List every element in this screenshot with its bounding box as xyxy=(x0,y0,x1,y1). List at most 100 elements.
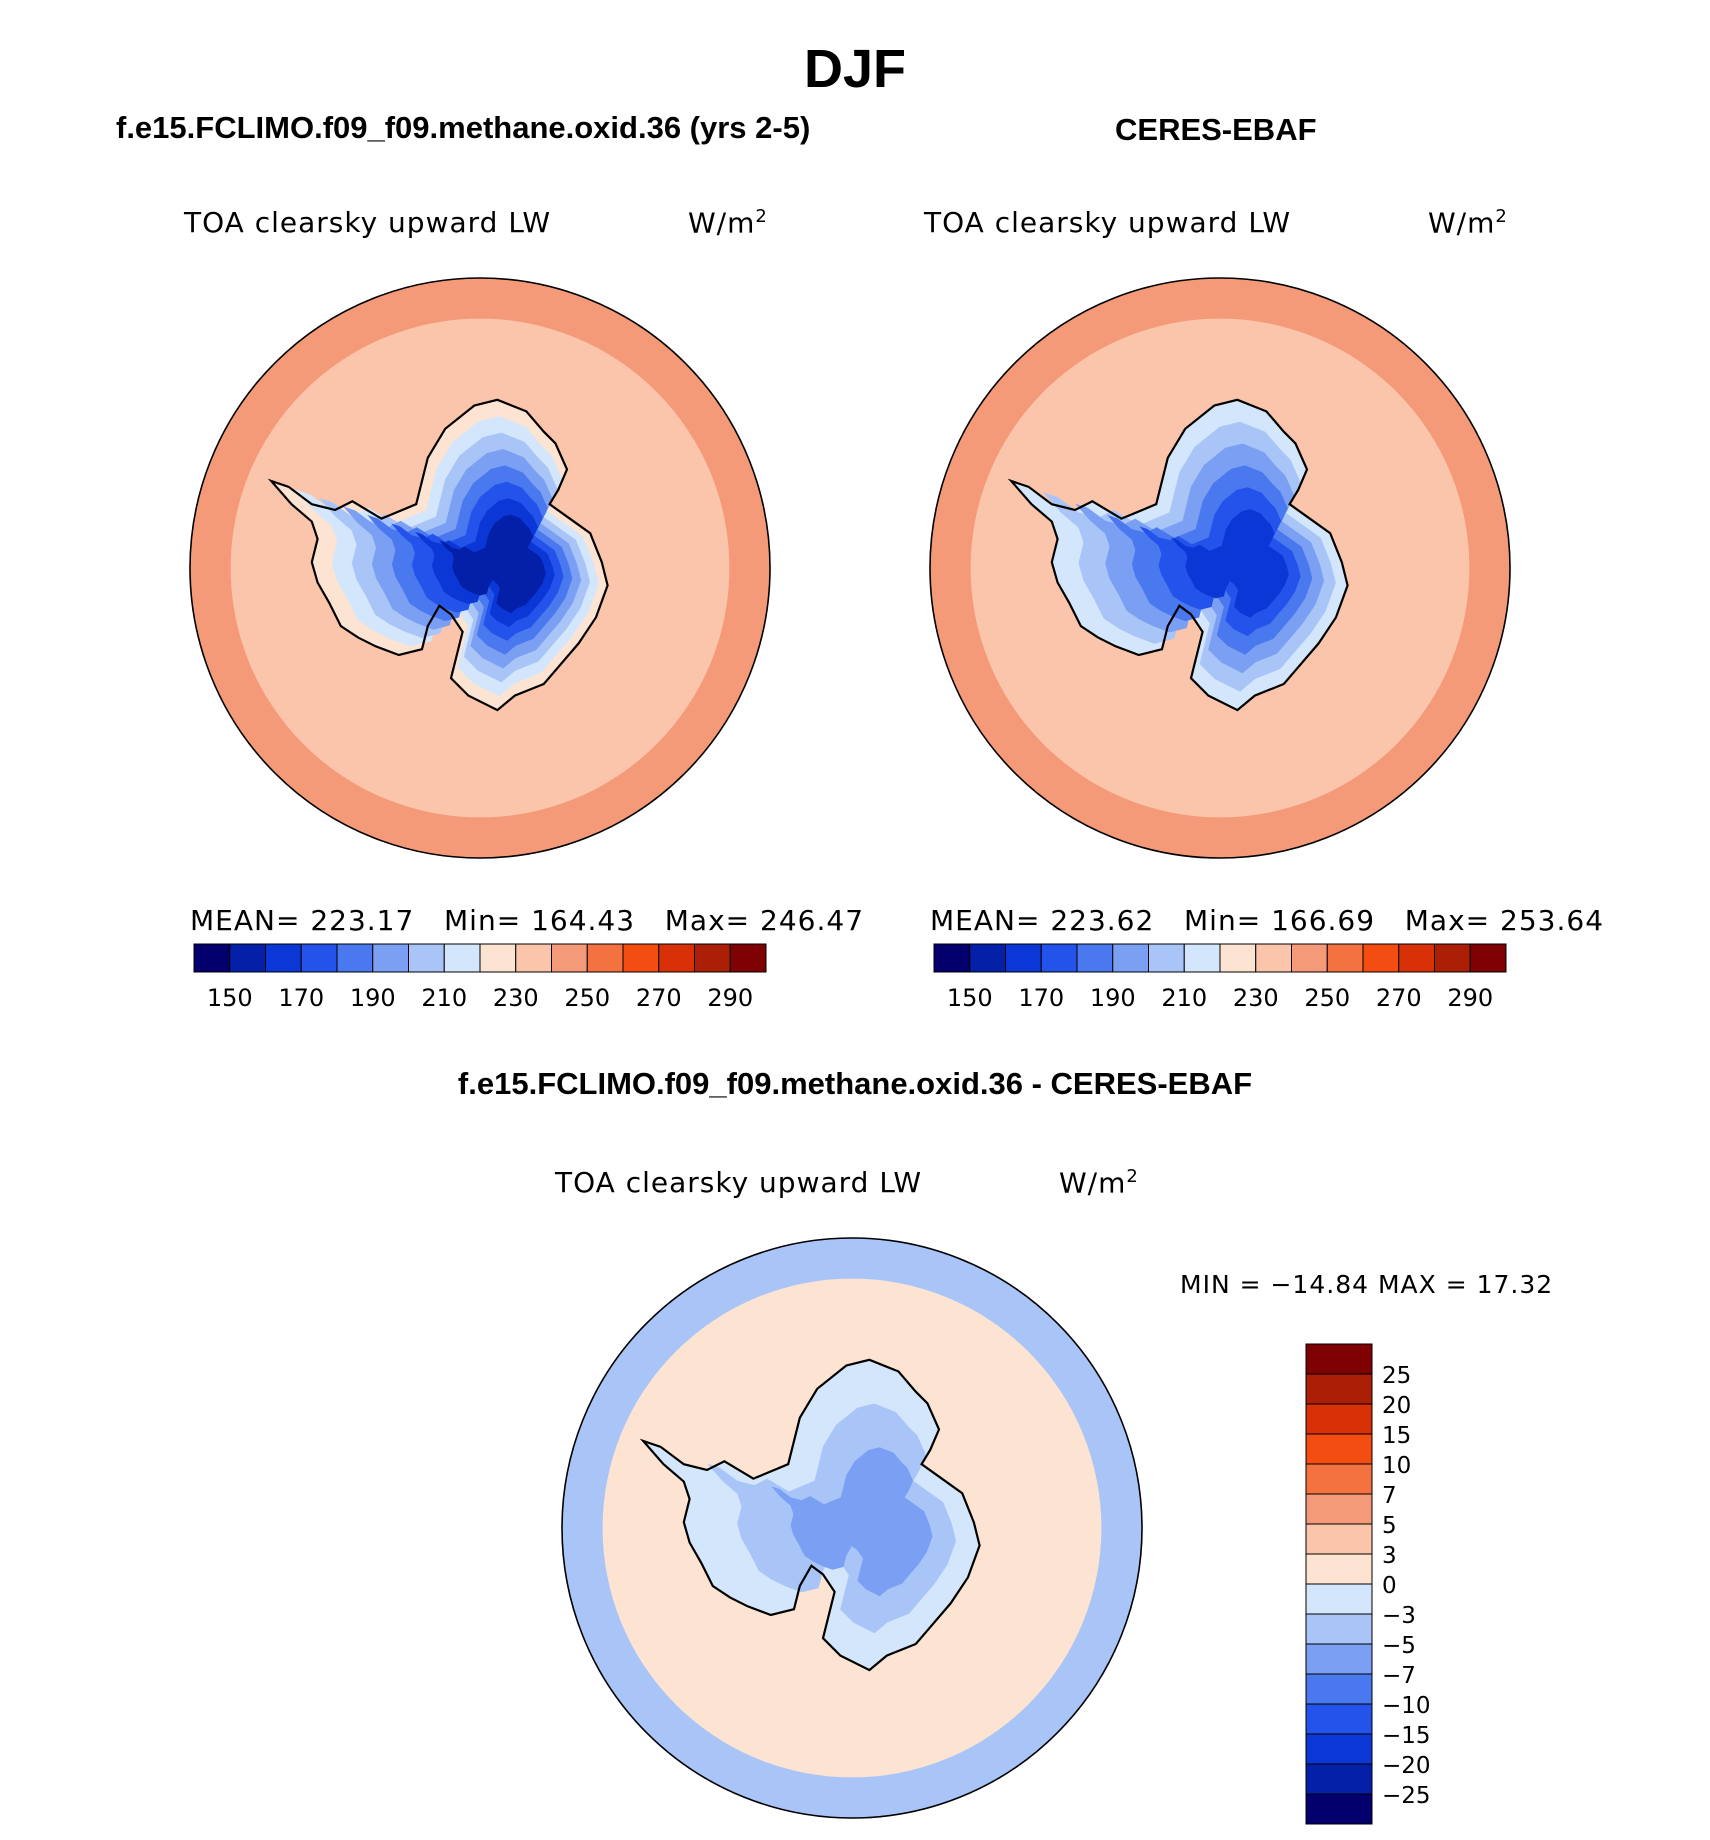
panel-right-min-value: 166.69 xyxy=(1271,904,1376,937)
colorbar-swatch xyxy=(193,943,231,973)
colorbar-swatch xyxy=(443,943,481,973)
panel-left-min-label: Min= xyxy=(444,904,522,937)
colorbar-tick-label: 10 xyxy=(1382,1453,1411,1479)
colorbar-tick-label: 210 xyxy=(1161,984,1207,1012)
colorbar-swatch xyxy=(1305,1343,1373,1375)
figure-title: DJF xyxy=(803,39,906,99)
colorbar-tick-label: 230 xyxy=(1233,984,1279,1012)
colorbar-swatch xyxy=(1305,1613,1373,1645)
colorbar-swatch xyxy=(1305,1643,1373,1675)
colorbar-swatch xyxy=(1219,943,1257,973)
coastline xyxy=(639,1358,981,1672)
panel-left-min-value: 164.43 xyxy=(531,904,636,937)
panel-left-units: W/m2 xyxy=(688,206,768,239)
colorbar-swatch xyxy=(300,943,338,973)
panel-left-max-value: 246.47 xyxy=(760,904,865,937)
colorbar-swatch xyxy=(694,943,731,973)
colorbar-swatch xyxy=(622,943,660,973)
panel-right-colorbar: 150 170 190 210 230 250 270 290 xyxy=(933,943,1507,1012)
contour-band xyxy=(1171,509,1289,618)
colorbar-swatch xyxy=(1305,1493,1373,1525)
colorbar-swatch xyxy=(1305,1523,1373,1555)
panel-left-colorbar: 150 170 190 210 230 250 270 290 xyxy=(193,943,767,1012)
colorbar-swatch xyxy=(1362,943,1400,973)
colorbar-swatch xyxy=(408,943,445,973)
panel-diff-units-text: W/m xyxy=(1059,1166,1127,1200)
colorbar-tick-label: −20 xyxy=(1382,1753,1431,1779)
colorbar-tick-label: −25 xyxy=(1382,1783,1431,1809)
colorbar-tick-label: 25 xyxy=(1382,1363,1411,1389)
colorbar-swatch xyxy=(658,943,695,973)
panel-diff-polar-map xyxy=(561,1237,1143,1819)
colorbar-tick-label: −15 xyxy=(1382,1723,1431,1749)
panel-diff-variable-label: TOA clearsky upward LW xyxy=(555,1166,923,1199)
colorbar-swatch xyxy=(1183,943,1221,973)
colorbar-swatch xyxy=(729,943,767,973)
colorbar-swatch xyxy=(515,943,552,973)
colorbar-tick-label: 150 xyxy=(947,984,993,1012)
colorbar-tick-label: 210 xyxy=(421,984,467,1012)
colorbar-tick-label: 270 xyxy=(636,984,682,1012)
colorbar-tick-label: 170 xyxy=(278,984,324,1012)
map-border xyxy=(929,277,1511,859)
colorbar-swatch xyxy=(1040,943,1078,973)
panel-right-units: W/m2 xyxy=(1428,206,1508,239)
panel-left-variable-label: TOA clearsky upward LW xyxy=(184,206,552,239)
colorbar-tick-label: 5 xyxy=(1382,1513,1397,1539)
colorbar-swatch xyxy=(1305,1763,1373,1795)
panel-right-mean-value: 223.62 xyxy=(1050,904,1155,937)
colorbar-swatch xyxy=(1305,1553,1373,1585)
panel-right-min-label: Min= xyxy=(1184,904,1262,937)
colorbar-swatch xyxy=(229,943,266,973)
panel-right-polar-map xyxy=(929,277,1511,859)
colorbar-tick-label: −10 xyxy=(1382,1693,1431,1719)
panel-right-map-fill xyxy=(930,278,1510,858)
panel-diff-colorbar: 25 20 15 10 7 5 3 0 −3 −5 −7 −10 −15 −20 −25 xyxy=(1305,1343,1431,1825)
colorbar-swatch xyxy=(1255,943,1292,973)
map-border xyxy=(189,277,771,859)
colorbar-swatch xyxy=(1305,1373,1373,1405)
panel-diff-stats: MIN = −14.84 MAX = 17.32 xyxy=(1180,1270,1554,1299)
panel-diff-units-superscript: 2 xyxy=(1126,1166,1139,1187)
colorbar-tick-label: 170 xyxy=(1018,984,1064,1012)
colorbar-tick-label: 0 xyxy=(1382,1573,1397,1599)
colorbar-tick-label: 3 xyxy=(1382,1543,1397,1569)
colorbar-swatch xyxy=(1076,943,1114,973)
colorbar-swatch xyxy=(1305,1463,1373,1495)
panel-right-units-text: W/m xyxy=(1428,206,1496,240)
colorbar-tick-label: −7 xyxy=(1382,1663,1416,1689)
colorbar-swatch xyxy=(336,943,374,973)
colorbar-tick-label: 150 xyxy=(207,984,253,1012)
coastline xyxy=(267,398,609,712)
colorbar-tick-label: −5 xyxy=(1382,1633,1416,1659)
colorbar-tick-label: 230 xyxy=(493,984,539,1012)
colorbar-swatch xyxy=(1398,943,1435,973)
colorbar-tick-label: 290 xyxy=(1447,984,1493,1012)
colorbar-tick-label: 20 xyxy=(1382,1393,1411,1419)
panel-left-stats: MEAN= 223.17 Min= 164.43 Max= 246.47 xyxy=(190,904,864,937)
colorbar-swatch xyxy=(1326,943,1364,973)
colorbar-tick-label: 270 xyxy=(1376,984,1422,1012)
colorbar-tick-label: −3 xyxy=(1382,1603,1416,1629)
colorbar-swatch xyxy=(1112,943,1149,973)
colorbar-swatch xyxy=(586,943,624,973)
contour-band xyxy=(439,514,546,614)
contour-band xyxy=(771,1447,933,1597)
colorbar-swatch xyxy=(479,943,517,973)
colorbar-swatch xyxy=(1434,943,1471,973)
colorbar-swatch xyxy=(1305,1733,1373,1765)
panel-left-max-label: Max= xyxy=(664,904,751,937)
colorbar-swatch xyxy=(1305,1433,1373,1465)
map-border xyxy=(561,1237,1143,1819)
panel-left-map-fill xyxy=(190,278,770,858)
colorbar-swatch xyxy=(969,943,1006,973)
colorbar-swatch xyxy=(1148,943,1185,973)
panel-left-units-text: W/m xyxy=(688,206,756,240)
panel-right-max-value: 253.64 xyxy=(1500,904,1605,937)
panel-right-stats: MEAN= 223.62 Min= 166.69 Max= 253.64 xyxy=(930,904,1604,937)
panel-left-mean-value: 223.17 xyxy=(310,904,415,937)
colorbar-tick-label: 250 xyxy=(564,984,610,1012)
colorbar-swatch xyxy=(933,943,971,973)
colorbar-tick-label: 15 xyxy=(1382,1423,1411,1449)
panel-diff-map-fill xyxy=(562,1238,1142,1818)
